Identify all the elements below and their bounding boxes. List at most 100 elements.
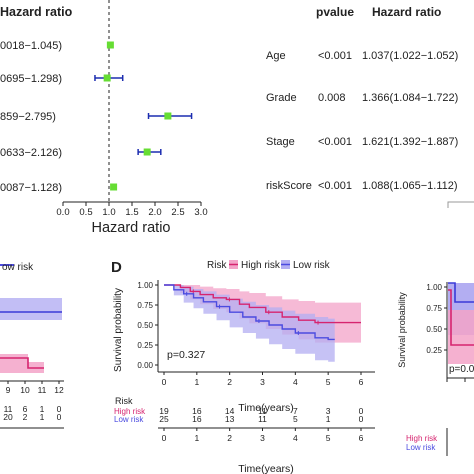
d-table-low-cell: 13 [225,414,235,424]
d-x-tick-label: 0 [162,377,167,387]
table-high-label: High risk [114,407,146,416]
d-table-x-label: Time(years) [238,463,294,474]
legend-title: Risk [207,260,227,271]
d-table-tick-label: 3 [260,433,265,443]
d-table-low-cell: 1 [326,414,331,424]
forest-tick-label: 0.0 [56,207,69,218]
d-x-tick-label: 1 [194,377,199,387]
c-table-high-cell: 11 [4,404,13,414]
d-table-high-cell: 7 [293,406,298,416]
panel-c-x-ticks: 9 10 11 12 [6,381,64,395]
d-table-tick-label: 6 [359,433,364,443]
forest-tick-label: 2.0 [148,207,161,218]
d-table-low-cell: 5 [293,414,298,424]
forest-ci-label: 0018−1.045) [0,40,62,52]
c-tick-label: 11 [38,385,47,395]
d-table-low-cell: 0 [359,414,364,424]
c-tick-label: 10 [20,385,30,395]
forest-row-name: Age [266,50,286,62]
table-title-risk: Risk [115,396,133,406]
forest-header-hazard-ratio: Hazard ratio [0,5,73,19]
c-tick-label: 12 [54,385,64,395]
d-table-high-cell: 19 [159,406,169,416]
e-low-curve [448,282,474,303]
d-y-tick-label: 0.00 [137,361,153,370]
d-y-tick-label: 0.50 [137,321,153,330]
d-table-tick-label: 0 [162,433,167,443]
high-risk-band [0,354,44,373]
km-curve-low [164,284,335,341]
d-table-high-cell: 14 [225,406,235,416]
forest-x-axis-label: Hazard ratio [92,220,171,236]
table-low-label: Low risk [114,415,144,424]
forest-plot-left: Hazard ratio 0018−1.045) 0695−1.298) 859−2… [0,0,208,236]
forest-row-hr: 1.366(1.084−1.722) [362,92,458,104]
c-table-low-cell: 2 [23,412,28,422]
d-table-tick-label: 5 [326,433,331,443]
d-x-ticks: 0 1 2 3 4 5 6 [162,372,364,387]
c-table-high-cell: 1 [40,404,45,414]
d-table-high-cell: 0 [359,406,364,416]
d-x-tick-label: 3 [260,377,265,387]
cropped-plot-corner [447,201,474,208]
panel-d: D Risk High risk Low risk Survival proba… [111,259,375,474]
d-risk-table: 19 16 14 11 7 3 0 25 16 13 11 5 1 0 [159,406,363,424]
d-x-tick-label: 4 [293,377,298,387]
e-y-ticks: 1.00 0.75 0.50 0.25 [426,283,447,355]
col-header-pvalue: pvalue [316,5,354,19]
legend-low-label: ow risk [2,262,34,273]
c-table-low-cell: 20 [3,412,13,422]
panel-c-fragment: ow risk 9 10 11 12 11 6 1 020 2 1 0 [0,262,64,429]
forest-tick-label: 2.5 [171,207,184,218]
forest-row-hr: 1.621(1.392−1.887) [362,136,458,148]
d-table-low-cell: 25 [159,414,169,424]
d-table-high-cell: 11 [258,406,267,416]
legend-high-label: High risk [241,260,281,271]
d-pvalue: p=0.327 [167,349,205,361]
e-y-tick-label: 0.75 [426,304,442,313]
e-y-axis-label: Survival probability [397,292,407,368]
forest-row-pvalue: <0.001 [318,180,352,192]
e-table-high-label: High risk [406,434,438,443]
km-band-low [164,285,335,362]
forest-point [103,74,111,82]
d-x-tick-label: 2 [227,377,232,387]
d-x-axis-label: Time(years) [238,402,294,414]
forest-x-ticks: 0.0 0.5 1.0 1.5 2.0 2.5 3.0 [56,202,208,218]
forest-tick-label: 0.5 [79,207,92,218]
c-table-high-cell: 0 [57,404,62,414]
forest-ci-label: 0695−1.298) [0,73,62,85]
d-y-axis-label: Survival probability [113,288,124,372]
forest-row-hr: 1.037(1.022−1.052) [362,50,458,62]
forest-row-pvalue: <0.001 [318,50,352,62]
forest-table-rows: Age <0.001 1.037(1.022−1.052) Grade 0.008 1.3… [266,50,458,192]
d-table-low-cell: 16 [192,414,202,424]
c-table-high-cell: 6 [23,404,28,414]
e-table-low-label: Low risk [406,443,436,452]
forest-ci-label: 859−2.795) [0,111,56,123]
d-table-high-cell: 16 [192,406,202,416]
forest-row-name: Grade [266,92,297,104]
d-table-low-cell: 11 [258,414,267,424]
forest-tick-label: 1.5 [125,207,138,218]
d-y-tick-label: 0.75 [137,301,153,310]
forest-table-right: pvalue Hazard ratio Age <0.001 1.037(1.022… [266,5,458,192]
legend-low-label-d: Low risk [293,260,331,271]
d-x-tick-label: 6 [359,377,364,387]
forest-ci-labels: 0018−1.045) 0695−1.298) 859−2.795) 0633−2.1… [0,40,62,194]
c-tick-label: 9 [6,385,11,395]
forest-row-pvalue: 0.008 [318,92,346,104]
c-table-low-cell: 0 [57,412,62,422]
forest-ci-label: 0633−2.126) [0,147,62,159]
forest-marks [94,41,193,191]
forest-point [106,41,114,49]
panel-e-fragment: Survival probability 1.00 0.75 0.50 0.25 p=… [397,282,474,456]
d-table-ticks: 0 1 2 3 4 5 6 [162,428,364,443]
e-y-tick-label: 1.00 [426,283,442,292]
forest-point [143,148,151,156]
e-y-tick-label: 0.25 [426,346,442,355]
d-y-tick-label: 0.25 [137,341,153,350]
low-risk-band [0,298,62,320]
e-high-curve [448,289,474,346]
